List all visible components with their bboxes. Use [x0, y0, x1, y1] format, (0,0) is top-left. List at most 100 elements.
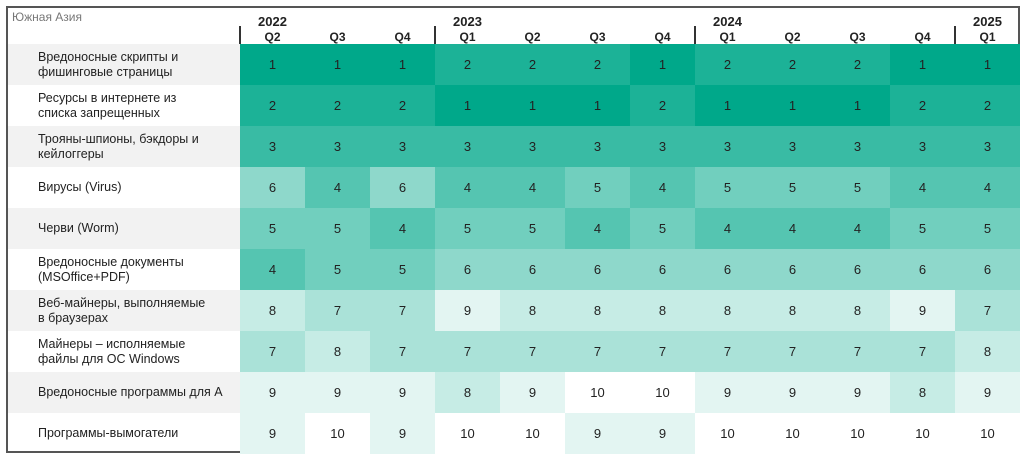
- table-row: Программы-вымогатели 9 10 9 10 10 9 9 10 10 10 10 10: [8, 413, 1020, 454]
- quarter-label: Q3: [849, 30, 866, 44]
- row-label: Вирусы (Virus): [8, 167, 240, 208]
- heatmap-cell: 7: [370, 290, 435, 331]
- heatmap-cell: 2: [955, 85, 1020, 126]
- heatmap-cell: 10: [955, 413, 1020, 454]
- heatmap-cell: 3: [305, 126, 370, 167]
- heatmap-cell: 4: [305, 167, 370, 208]
- quarter-label: Q1: [459, 30, 476, 44]
- heatmap-cell: 10: [565, 372, 630, 413]
- year-label: 2024: [713, 14, 742, 29]
- heatmap-cell: 6: [630, 249, 695, 290]
- table-row: Черви (Worm) 5 5 4 5 5 4 5 4 4 4 5 5: [8, 208, 1020, 249]
- heatmap-cell: 10: [695, 413, 760, 454]
- row-label-text: Вредоносные скрипты и фишинговые страниц…: [38, 49, 179, 79]
- quarter-label: Q2: [524, 30, 541, 44]
- row-label-text: Вирусы (Virus): [38, 180, 122, 194]
- heatmap-cell: 1: [435, 85, 500, 126]
- heatmap-cell: 2: [370, 85, 435, 126]
- row-label-text: Вредоносные документы (MSOffice+PDF): [38, 254, 184, 284]
- heatmap-cell: 8: [500, 290, 565, 331]
- heatmap-cell: 2: [630, 85, 695, 126]
- quarter-label: Q3: [329, 30, 346, 44]
- heatmap-cell: 7: [305, 290, 370, 331]
- heatmap-cell: 7: [630, 331, 695, 372]
- heatmap-cell: 9: [370, 413, 435, 454]
- heatmap-cell: 8: [630, 290, 695, 331]
- row-label-text: Вредоносные программы для А: [38, 385, 223, 399]
- heatmap-cell: 1: [565, 85, 630, 126]
- heatmap-cell: 4: [760, 208, 825, 249]
- heatmap-cell: 8: [435, 372, 500, 413]
- heatmap-cell: 2: [435, 44, 500, 85]
- heatmap-cell: 2: [825, 44, 890, 85]
- heatmap-cell: 7: [955, 290, 1020, 331]
- heatmap-cell: 3: [435, 126, 500, 167]
- quarter-label: Q4: [394, 30, 411, 44]
- heatmap-cell: 8: [760, 290, 825, 331]
- heatmap-cell: 6: [760, 249, 825, 290]
- row-label: Майнеры – исполняемые файлы для ОС Windo…: [8, 331, 240, 372]
- heatmap-cell: 3: [500, 126, 565, 167]
- row-label: Вредоносные документы (MSOffice+PDF): [8, 249, 240, 290]
- heatmap-cell: 4: [955, 167, 1020, 208]
- heatmap-cell: 3: [825, 126, 890, 167]
- table-row: Майнеры – исполняемые файлы для ОС Windo…: [8, 331, 1020, 372]
- heatmap-cell: 5: [305, 249, 370, 290]
- heatmap-cell: 6: [240, 167, 305, 208]
- heatmap-cell: 3: [565, 126, 630, 167]
- table-row: Вирусы (Virus) 6 4 6 4 4 5 4 5 5 5 4 4: [8, 167, 1020, 208]
- heatmap-cell: 9: [240, 413, 305, 454]
- row-label-text: Трояны-шпионы, бэкдоры и кейлоггеры: [38, 131, 199, 161]
- heatmap-cell: 9: [500, 372, 565, 413]
- heatmap-cell: 4: [565, 208, 630, 249]
- heatmap-cell: 10: [500, 413, 565, 454]
- heatmap-table: Южная Азия 2022 2023 2024 2025 Q2 Q3 Q4 Q1 Q2 Q3 Q…: [6, 6, 1020, 454]
- heatmap-cell: 3: [240, 126, 305, 167]
- row-label: Вредоносные скрипты и фишинговые страниц…: [8, 44, 240, 85]
- table-row: Веб-майнеры, выполняемые в браузерах 8 7 7 9…: [8, 290, 1020, 331]
- heatmap-cell: 1: [240, 44, 305, 85]
- heatmap-cell: 10: [630, 372, 695, 413]
- heatmap-cell: 7: [435, 331, 500, 372]
- heatmap-cell: 2: [240, 85, 305, 126]
- row-label: Трояны-шпионы, бэкдоры и кейлоггеры: [8, 126, 240, 167]
- heatmap-cell: 5: [305, 208, 370, 249]
- row-label: Программы-вымогатели: [8, 413, 240, 454]
- heatmap-cell: 1: [305, 44, 370, 85]
- heatmap-cell: 6: [370, 167, 435, 208]
- heatmap-cell: 5: [500, 208, 565, 249]
- heatmap-cell: 4: [500, 167, 565, 208]
- year-divider: [434, 26, 436, 46]
- heatmap-cell: 5: [890, 208, 955, 249]
- heatmap-cell: 2: [695, 44, 760, 85]
- heatmap-cell: 9: [825, 372, 890, 413]
- quarter-label: Q2: [264, 30, 281, 44]
- heatmap-cell: 5: [240, 208, 305, 249]
- heatmap-cell: 3: [890, 126, 955, 167]
- heatmap-cell: 9: [630, 413, 695, 454]
- heatmap-cell: 1: [825, 85, 890, 126]
- quarter-label: Q3: [589, 30, 606, 44]
- heatmap-cell: 4: [435, 167, 500, 208]
- heatmap-cell: 8: [825, 290, 890, 331]
- heatmap-cell: 9: [240, 372, 305, 413]
- row-label: Веб-майнеры, выполняемые в браузерах: [8, 290, 240, 331]
- heatmap-cell: 7: [695, 331, 760, 372]
- heatmap-cell: 2: [565, 44, 630, 85]
- heatmap-cell: 1: [630, 44, 695, 85]
- heatmap-cell: 7: [240, 331, 305, 372]
- heatmap-cell: 8: [695, 290, 760, 331]
- heatmap-cell: 1: [760, 85, 825, 126]
- heatmap-cell: 5: [760, 167, 825, 208]
- heatmap-cell: 6: [500, 249, 565, 290]
- heatmap-cell: 3: [370, 126, 435, 167]
- heatmap-cell: 6: [695, 249, 760, 290]
- table-row: Трояны-шпионы, бэкдоры и кейлоггеры 3 3 3 3 3…: [8, 126, 1020, 167]
- table-row: Вредоносные документы (MSOffice+PDF) 4 5 5 6…: [8, 249, 1020, 290]
- heatmap-cell: 1: [500, 85, 565, 126]
- heatmap-cell: 10: [760, 413, 825, 454]
- year-divider: [694, 26, 696, 46]
- heatmap-cell: 7: [760, 331, 825, 372]
- heatmap-cell: 7: [500, 331, 565, 372]
- heatmap-cell: 4: [240, 249, 305, 290]
